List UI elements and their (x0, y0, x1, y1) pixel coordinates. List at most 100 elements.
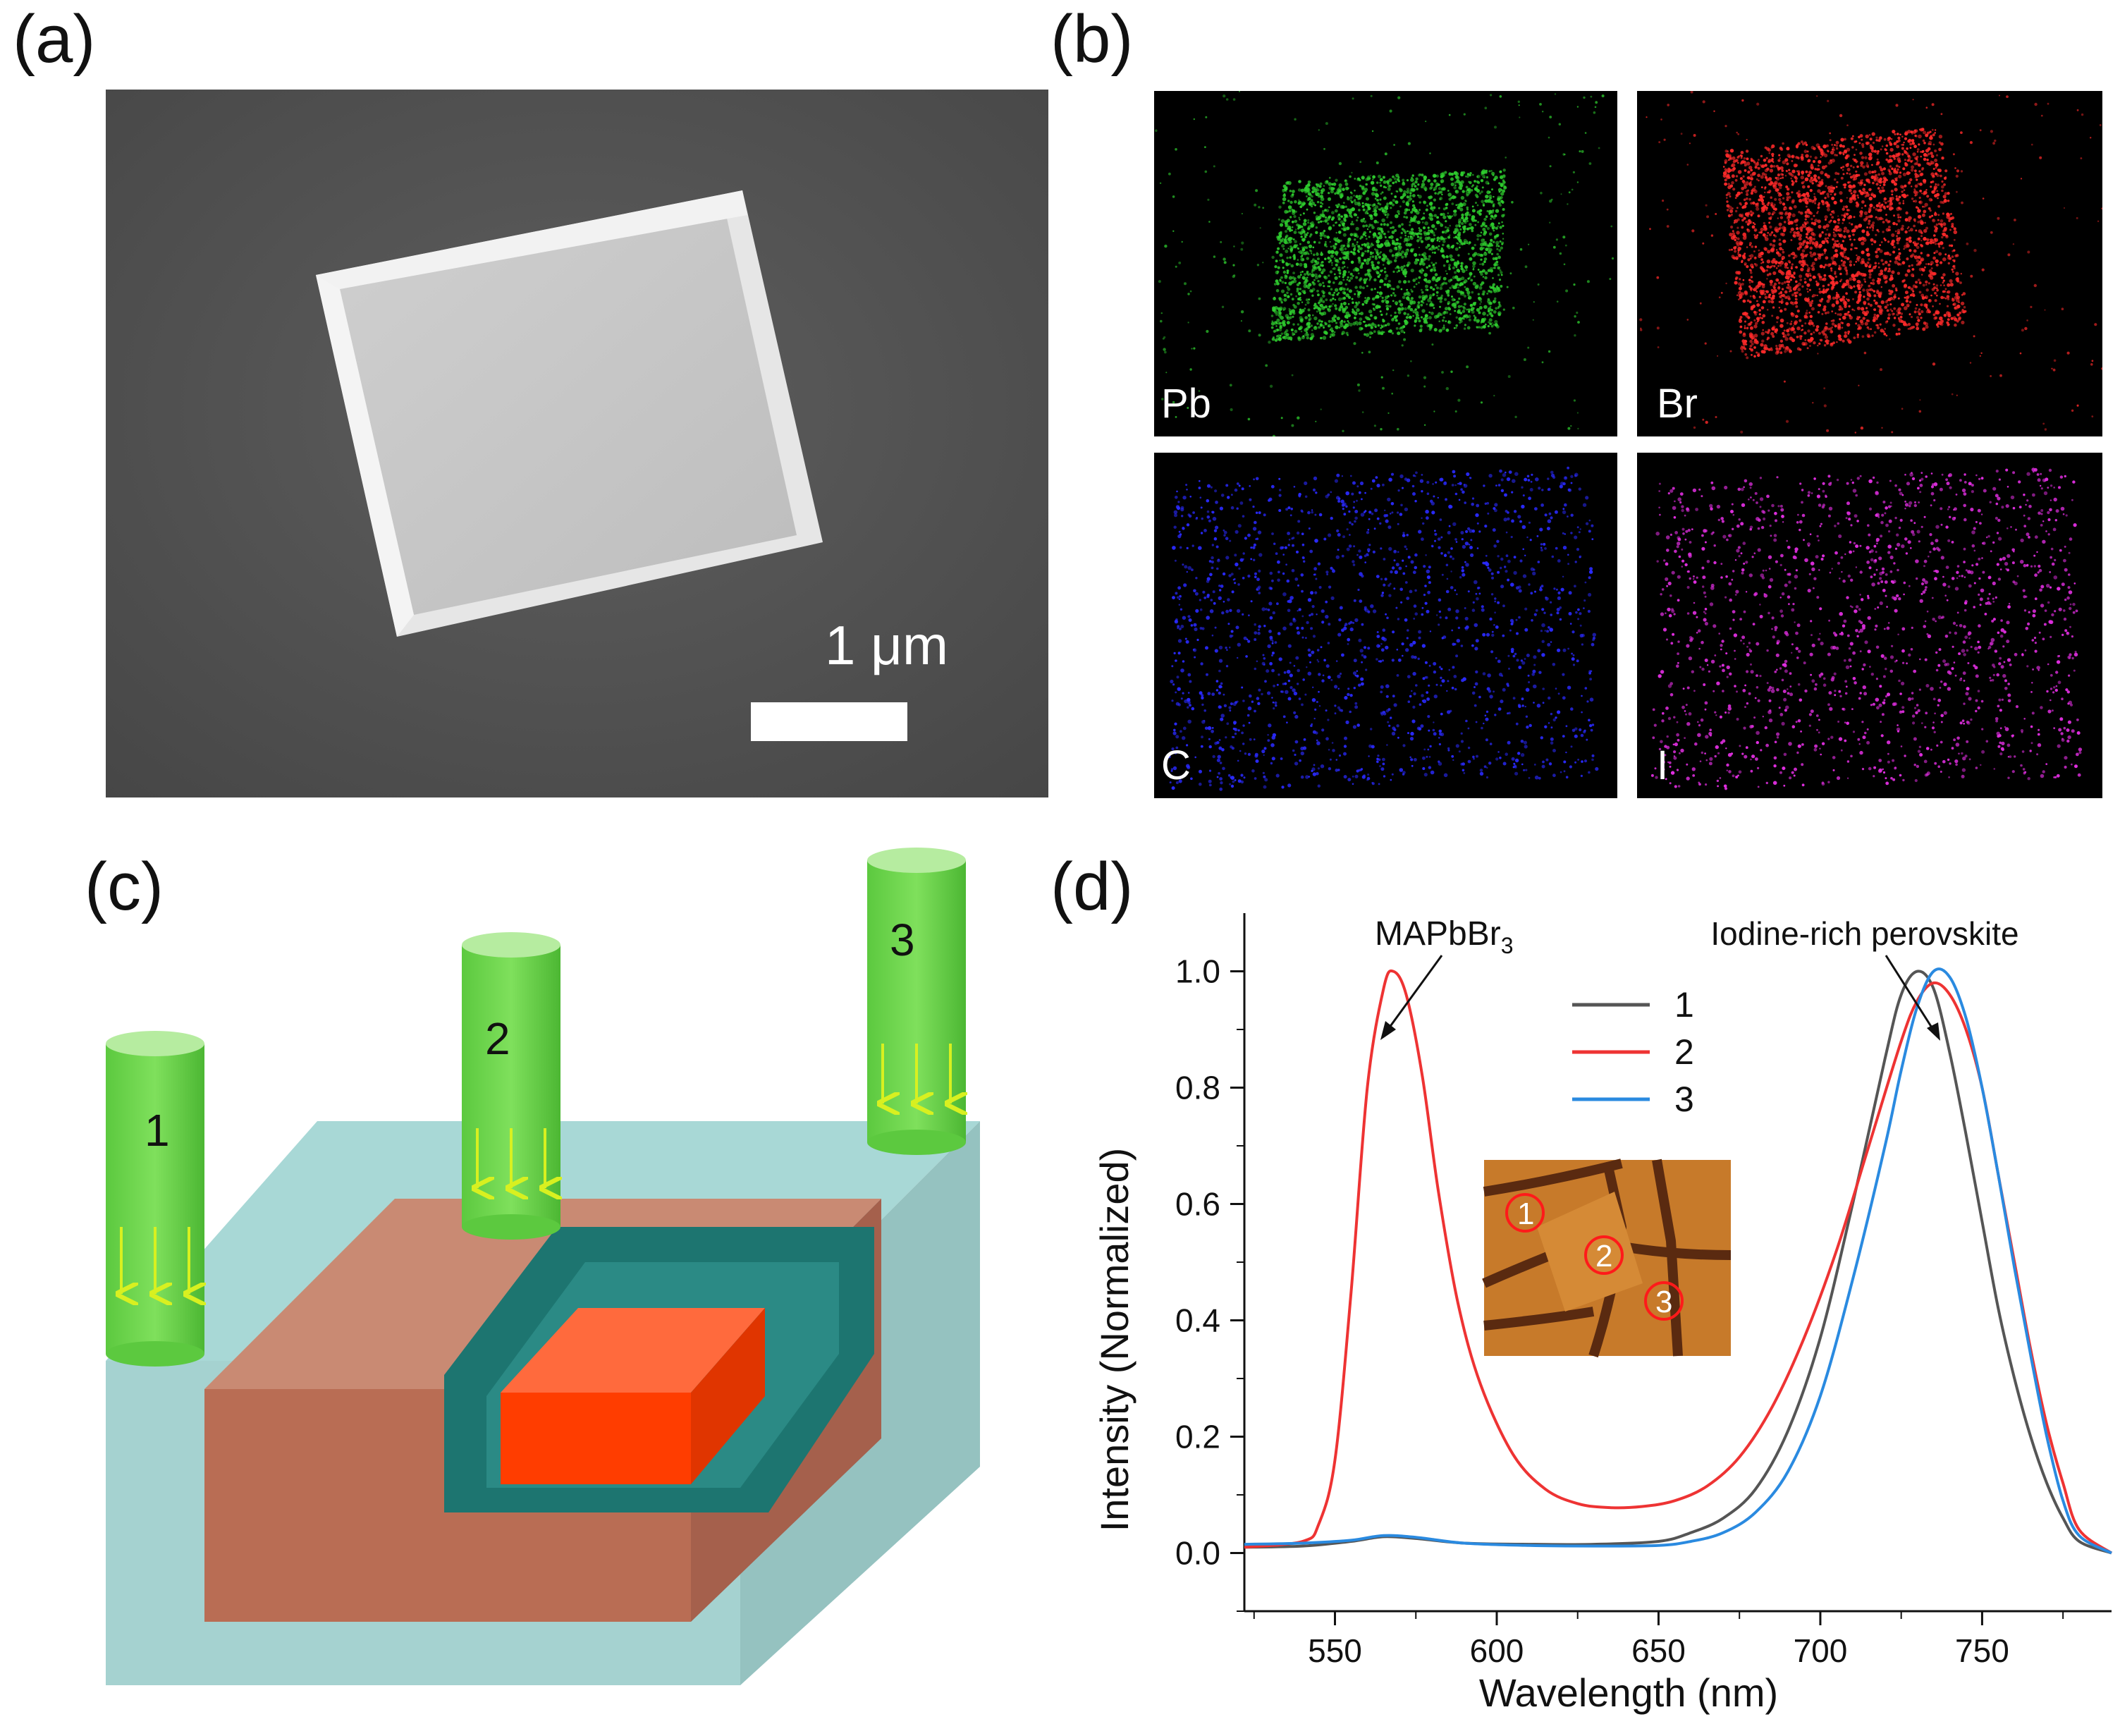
eds-dot (1844, 305, 1847, 309)
eds-dot (1287, 247, 1289, 250)
eds-dot (1831, 143, 1834, 146)
eds-dot (1370, 252, 1373, 255)
eds-dot (1490, 217, 1493, 220)
eds-dot (1369, 278, 1371, 280)
eds-dot (1449, 313, 1452, 315)
eds-dot (1316, 217, 1318, 220)
eds-dot (1849, 260, 1852, 264)
eds-dot (1369, 336, 1371, 338)
eds-dot (1493, 267, 1496, 269)
eds-dot (1336, 237, 1339, 239)
eds-dot (1846, 172, 1849, 175)
eds-dot (1454, 236, 1458, 239)
eds-dot (1827, 237, 1830, 240)
eds-dot (1488, 318, 1493, 322)
eds-dot (1532, 319, 1534, 321)
eds-dot (1781, 288, 1784, 291)
eds-dot (1318, 185, 1322, 188)
eds-dot (1795, 219, 1799, 222)
eds-dot (1763, 195, 1765, 198)
eds-dot (1316, 310, 1318, 313)
eds-dot (1320, 237, 1323, 240)
eds-dot (1314, 204, 1316, 207)
eds-dot (1283, 335, 1287, 340)
eds-dot (1304, 273, 1306, 276)
eds-dot (1746, 181, 1748, 184)
eds-dot (1354, 189, 1356, 192)
eds-dot (1930, 294, 1932, 297)
eds-dot (1770, 283, 1773, 286)
eds-dot (1462, 269, 1466, 274)
eds-dot (1460, 305, 1463, 307)
eds-dot (1497, 201, 1501, 205)
eds-dot (1782, 176, 1784, 179)
eds-dot (1370, 94, 1373, 97)
eds-dot (1400, 231, 1403, 235)
eds-dot (1352, 251, 1356, 255)
eds-dot (1892, 324, 1896, 327)
eds-dot (1750, 192, 1753, 195)
eds-dot (1940, 284, 1942, 286)
eds-dot (1368, 236, 1371, 238)
eds-dot (1359, 184, 1362, 188)
eds-dot (1338, 269, 1342, 272)
eds-dot (1960, 301, 1965, 306)
eds-dot (1595, 101, 1598, 104)
eds-dot (1294, 118, 1297, 121)
eds-dot (1422, 269, 1424, 272)
eds-dot (1942, 195, 1947, 199)
eds-dot (1771, 264, 1774, 267)
eds-dot (1322, 324, 1325, 327)
eds-dot (1285, 262, 1288, 264)
eds-dot (1290, 264, 1294, 268)
eds-dot (1301, 309, 1305, 313)
eds-dot (1355, 219, 1359, 222)
eds-dot (1423, 255, 1427, 259)
eds-dot (1935, 284, 1939, 287)
eds-dot (1300, 274, 1302, 276)
eds-dot (1471, 209, 1476, 213)
eds-dot (1445, 226, 1447, 228)
eds-dot (1394, 229, 1397, 232)
eds-dot (1901, 147, 1904, 150)
eds-dot (1392, 199, 1395, 202)
eds-dot (1852, 298, 1854, 300)
eds-dot (1822, 288, 1825, 291)
eds-dot (1463, 225, 1466, 228)
eds-dot (1454, 410, 1457, 412)
eds-dot (1875, 250, 1878, 254)
eds-dot (1818, 181, 1822, 185)
eds-dot (1356, 295, 1361, 298)
eds-dot (1287, 200, 1290, 202)
eds-dot (1758, 255, 1762, 259)
eds-dot (1856, 255, 1861, 260)
eds-dot (1787, 283, 1790, 286)
eds-dot (1820, 171, 1824, 175)
eds-dot (1336, 317, 1340, 321)
eds-dot (1778, 212, 1782, 215)
eds-dot (1868, 134, 1871, 136)
eds-dot (1476, 195, 1479, 199)
eds-dot (1796, 315, 1799, 318)
eds-dot (1801, 249, 1806, 252)
eds-dot (1189, 368, 1192, 371)
eds-dot (1809, 323, 1811, 326)
eds-dot (1862, 288, 1865, 292)
eds-dot (1488, 232, 1493, 236)
eds-dot (1919, 150, 1922, 153)
eds-dot (1497, 245, 1500, 247)
eds-dot (1864, 322, 1868, 326)
eds-dot (1325, 240, 1327, 243)
eds-dot (1782, 197, 1785, 200)
eds-dot (1241, 241, 1244, 245)
eds-dot (1845, 281, 1850, 286)
eds-dot (1555, 238, 1558, 241)
eds-dot (1818, 233, 1822, 237)
eds-dot (1786, 170, 1788, 173)
eds-dot (1844, 300, 1847, 304)
eds-dot (1275, 325, 1277, 327)
eds-dot (1813, 266, 1815, 268)
eds-dot (1791, 252, 1796, 256)
eds-dot (1842, 145, 1845, 148)
eds-dot (1870, 328, 1872, 331)
